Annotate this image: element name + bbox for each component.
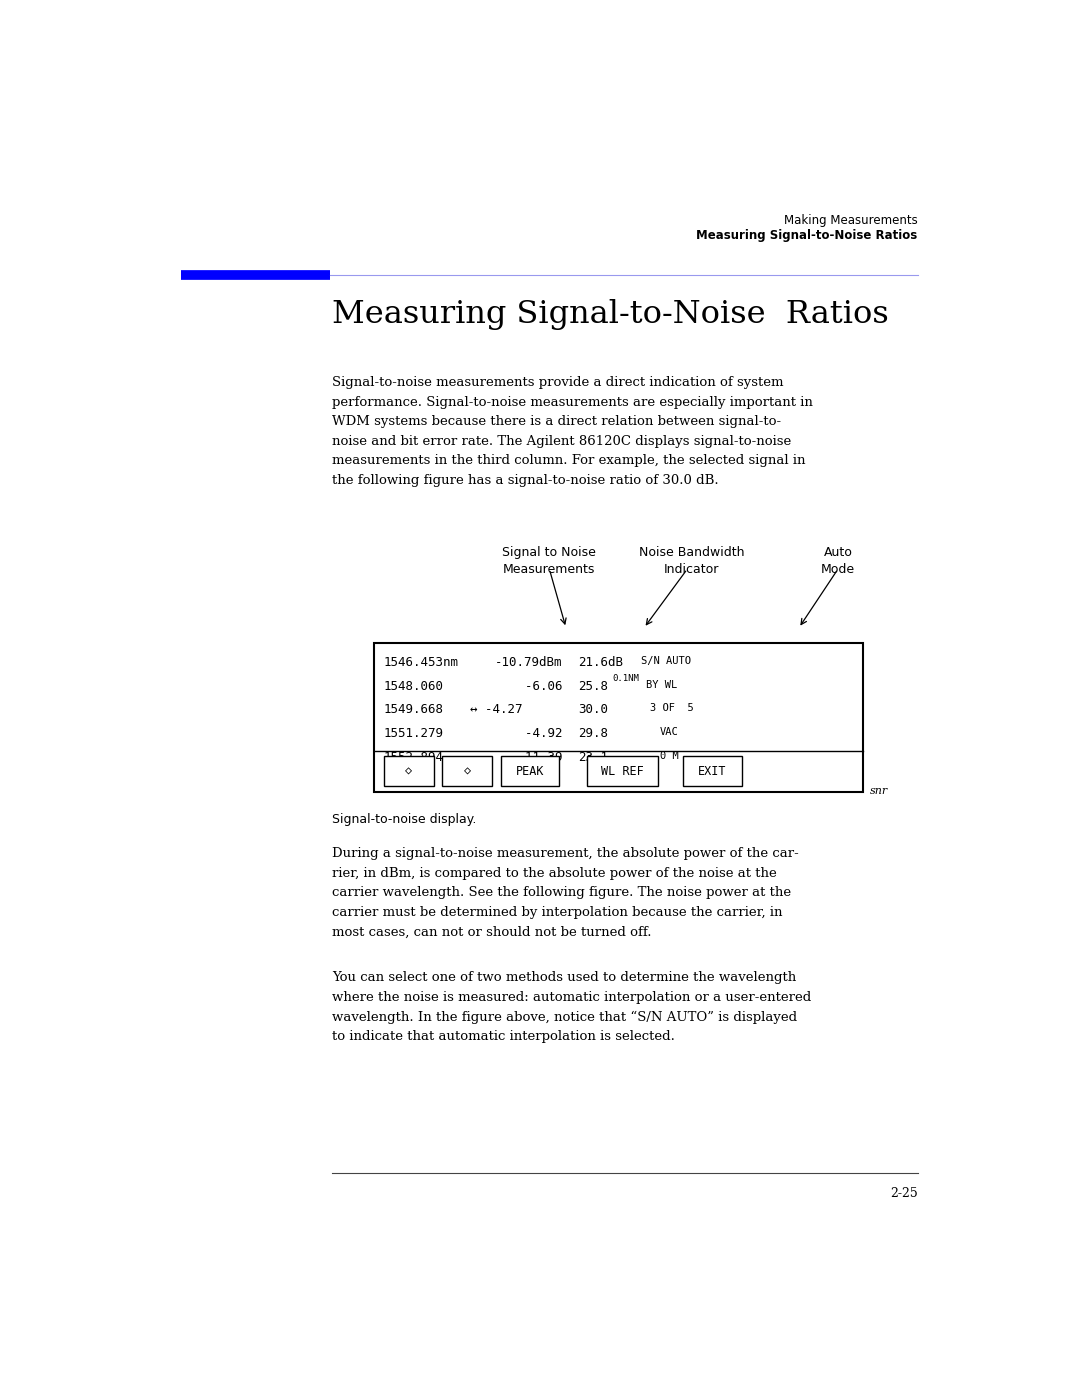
- Text: Noise Bandwidth
Indicator: Noise Bandwidth Indicator: [639, 546, 744, 576]
- Text: Measuring Signal-to-Noise  Ratios: Measuring Signal-to-Noise Ratios: [332, 299, 889, 330]
- Text: 1546.453nm: 1546.453nm: [383, 657, 459, 669]
- Text: 1551.279: 1551.279: [383, 726, 444, 740]
- Text: Signal to Noise
Measurements: Signal to Noise Measurements: [502, 546, 596, 576]
- Text: ◇: ◇: [405, 764, 413, 778]
- Text: BY WL: BY WL: [646, 680, 677, 690]
- Text: Auto
Mode: Auto Mode: [821, 546, 855, 576]
- Text: You can select one of two methods used to determine the wavelength
where the noi: You can select one of two methods used t…: [332, 971, 811, 1044]
- Text: VAC: VAC: [660, 726, 678, 738]
- Text: 0 M: 0 M: [660, 750, 678, 760]
- Text: 23.1: 23.1: [579, 750, 609, 764]
- Text: WL REF: WL REF: [602, 764, 644, 778]
- Text: 25.8: 25.8: [579, 680, 609, 693]
- Text: Measuring Signal-to-Noise Ratios: Measuring Signal-to-Noise Ratios: [697, 229, 918, 242]
- Text: 1548.060: 1548.060: [383, 680, 444, 693]
- Text: During a signal-to-noise measurement, the absolute power of the car-
rier, in dB: During a signal-to-noise measurement, th…: [332, 848, 798, 939]
- Text: 1552.894: 1552.894: [383, 750, 444, 764]
- Text: 21.6dB: 21.6dB: [579, 657, 623, 669]
- Text: -11.39: -11.39: [495, 750, 563, 764]
- Text: -10.79dBm: -10.79dBm: [495, 657, 563, 669]
- Text: S/N AUTO: S/N AUTO: [642, 657, 691, 666]
- Text: Signal-to-noise measurements provide a direct indication of system
performance. : Signal-to-noise measurements provide a d…: [332, 376, 812, 486]
- Text: Making Measurements: Making Measurements: [784, 214, 918, 226]
- Text: 2-25: 2-25: [890, 1187, 918, 1200]
- Text: 29.8: 29.8: [579, 726, 609, 740]
- Text: -4.92: -4.92: [495, 726, 563, 740]
- Text: ↔ -4.27: ↔ -4.27: [470, 703, 523, 717]
- Text: snr: snr: [869, 787, 888, 796]
- Bar: [383, 756, 434, 787]
- Text: PEAK: PEAK: [516, 764, 544, 778]
- Bar: [501, 756, 559, 787]
- Text: EXIT: EXIT: [699, 764, 727, 778]
- Text: Signal-to-noise display.: Signal-to-noise display.: [332, 813, 476, 826]
- Text: -6.06: -6.06: [495, 680, 563, 693]
- Text: 0.1NM: 0.1NM: [612, 675, 639, 683]
- Bar: [588, 756, 658, 787]
- Bar: [374, 643, 863, 792]
- Text: 30.0: 30.0: [579, 703, 609, 717]
- Text: 3 OF  5: 3 OF 5: [650, 703, 693, 714]
- Text: ◇: ◇: [463, 764, 471, 778]
- Bar: [684, 756, 742, 787]
- Text: 1549.668: 1549.668: [383, 703, 444, 717]
- Bar: [442, 756, 492, 787]
